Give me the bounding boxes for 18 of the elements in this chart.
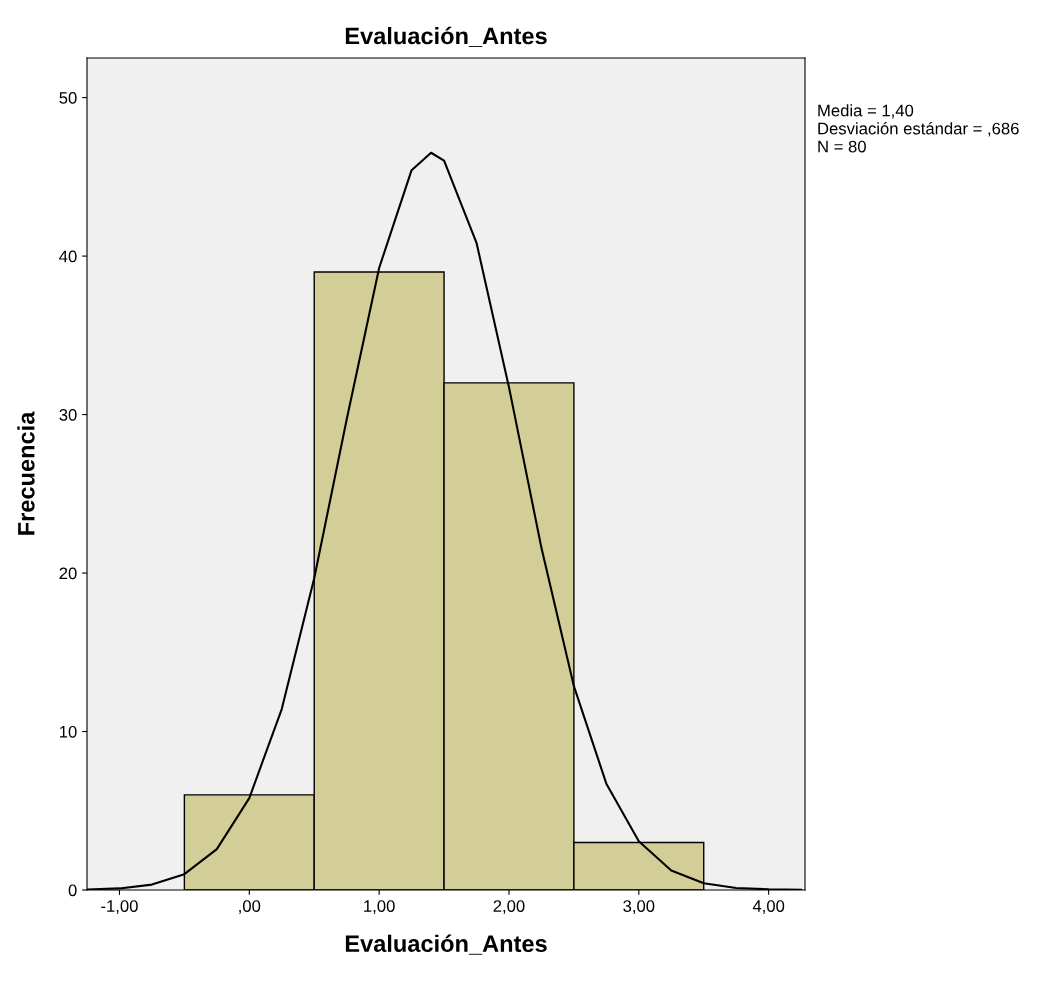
y-axis-title: Frecuencia bbox=[17, 411, 35, 535]
y-tick-label: 10 bbox=[60, 725, 77, 738]
x-axis-title: Evaluación_Antes bbox=[345, 934, 547, 955]
x-tick-label: 3,00 bbox=[623, 900, 655, 914]
x-tick-label: -1,00 bbox=[101, 900, 138, 914]
y-tick-label: 20 bbox=[59, 567, 77, 580]
text: N = 80 bbox=[818, 140, 866, 153]
x-tick-label: 4,00 bbox=[752, 900, 785, 914]
x-tick-label: ,00 bbox=[239, 900, 261, 914]
x-tick-label: 1,00 bbox=[364, 900, 395, 914]
text: Media = 1,40 bbox=[818, 104, 914, 119]
y-tick-label: 30 bbox=[59, 408, 77, 421]
y-tick-label: 0 bbox=[68, 884, 77, 897]
y-tick-label: 50 bbox=[59, 92, 77, 104]
chart-title: Evaluación_Antes bbox=[345, 26, 547, 47]
x-tick-label: 2,00 bbox=[493, 900, 525, 914]
y-tick-label: 40 bbox=[59, 250, 77, 263]
text: Desviación estándar = ,686 bbox=[818, 122, 1019, 137]
